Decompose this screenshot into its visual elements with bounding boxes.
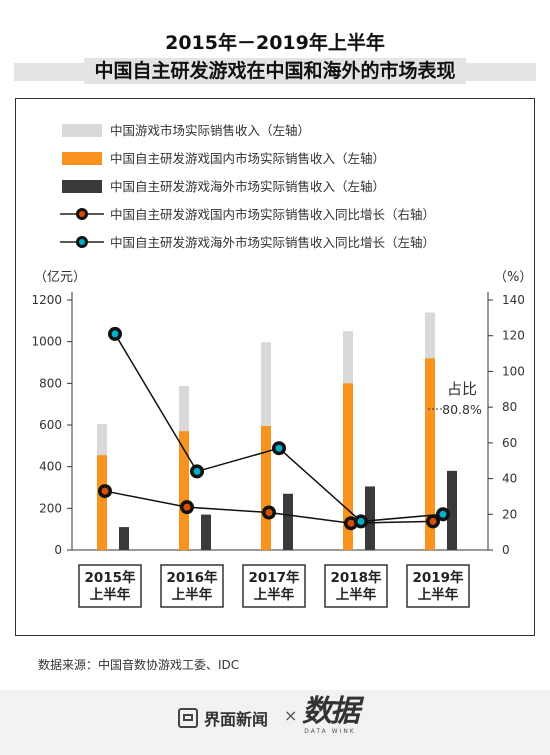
right-tick-label-1: 20 bbox=[502, 507, 517, 521]
bar-domestic-1 bbox=[179, 431, 189, 550]
left-tick-label-2: 400 bbox=[39, 460, 62, 474]
jiemian-logo-icon bbox=[178, 708, 198, 728]
bar-overseas-2 bbox=[283, 493, 293, 550]
legend-label-0: 中国游戏市场实际销售收入（左轴） bbox=[110, 123, 310, 138]
legend-label-2: 中国自主研发游戏海外市场实际销售收入（左轴） bbox=[110, 179, 385, 194]
source-note: 数据来源：中国音数协游戏工委、IDC bbox=[38, 658, 240, 672]
category-box-0 bbox=[78, 564, 142, 608]
left-tick-label-4: 800 bbox=[39, 376, 62, 390]
right-tick-label-7: 140 bbox=[502, 293, 525, 307]
category-box-2 bbox=[242, 564, 306, 608]
chart-title-line1: 2015年－2019年上半年 bbox=[165, 32, 385, 54]
legend-label-4: 中国自主研发游戏海外市场实际销售收入同比增长（左轴） bbox=[110, 235, 435, 250]
datawink-logo: 数据 bbox=[302, 694, 360, 729]
chart-title-line2: 中国自主研发游戏在中国和海外的市场表现 bbox=[84, 58, 466, 84]
legend-swatch-0 bbox=[62, 124, 102, 137]
category-label-2-1: 上半年 bbox=[254, 586, 295, 603]
line-marker-dot-1-1 bbox=[193, 467, 201, 475]
line-marker-dot-1-3 bbox=[357, 517, 365, 525]
chart-frame bbox=[15, 98, 535, 636]
category-label-0-1: 上半年 bbox=[90, 586, 131, 603]
category-box-3 bbox=[324, 564, 388, 608]
line-marker-dot-0-0 bbox=[101, 487, 109, 495]
line-marker-dot-0-2 bbox=[265, 509, 273, 516]
legend: 中国游戏市场实际销售收入（左轴） 中国自主研发游戏国内市场实际销售收入（左轴） 中国… bbox=[60, 123, 435, 250]
bar-overseas-0 bbox=[119, 527, 129, 550]
category-box-1 bbox=[160, 564, 224, 608]
legend-label-3: 中国自主研发游戏国内市场实际销售收入同比增长（右轴） bbox=[110, 207, 435, 222]
bars bbox=[97, 312, 457, 550]
left-tick-label-1: 200 bbox=[39, 501, 62, 515]
category-label-1-0: 2016年 bbox=[166, 569, 218, 586]
title-block: 2015年－2019年上半年 中国自主研发游戏在中国和海外的市场表现 bbox=[0, 30, 550, 84]
right-tick-label-0: 0 bbox=[502, 543, 510, 557]
footer-bar bbox=[0, 690, 550, 755]
line-marker-dot-1-2 bbox=[275, 444, 283, 452]
legend-swatch-2 bbox=[62, 180, 102, 193]
bar-overseas-3 bbox=[365, 486, 375, 550]
line-marker-dot-1-4 bbox=[439, 510, 447, 518]
brand-jiemian-text: 界面新闻 bbox=[204, 710, 269, 729]
right-tick-label-2: 40 bbox=[502, 472, 517, 486]
left-axis-unit: （亿元） bbox=[34, 270, 86, 285]
annotation: 占比 80.8% bbox=[428, 380, 482, 417]
annotation-label: 占比 bbox=[447, 380, 477, 398]
bar-domestic-3 bbox=[343, 383, 353, 550]
category-label-3-0: 2018年 bbox=[330, 569, 382, 586]
left-tick-label-5: 1000 bbox=[31, 335, 62, 349]
right-tick-label-6: 120 bbox=[502, 329, 525, 343]
line-series-1 bbox=[114, 333, 444, 523]
legend-marker-dot-3 bbox=[79, 211, 85, 217]
right-tick-label-4: 80 bbox=[502, 400, 517, 414]
brand-datawink: 数据 DATA WINK bbox=[302, 694, 360, 736]
category-label-3-1: 上半年 bbox=[336, 586, 377, 603]
category-label-0-0: 2015年 bbox=[84, 569, 136, 586]
lines bbox=[98, 326, 450, 531]
category-label-2-0: 2017年 bbox=[248, 569, 300, 586]
bar-domestic-4 bbox=[425, 358, 435, 550]
category-box-4 bbox=[406, 564, 470, 608]
category-label-4-0: 2019年 bbox=[412, 569, 464, 586]
line-marker-dot-1-0 bbox=[111, 330, 119, 338]
left-tick-label-6: 1200 bbox=[31, 293, 62, 307]
line-marker-dot-0-1 bbox=[183, 503, 191, 511]
right-tick-label-5: 100 bbox=[502, 364, 525, 378]
axes: （亿元） （%） 0 200 400 600 800 1000 1200 0 20 40 60 80 100… bbox=[31, 270, 532, 557]
right-axis-unit: （%） bbox=[494, 270, 532, 285]
brand-jiemian: 界面新闻 bbox=[178, 706, 268, 730]
bar-domestic-0 bbox=[97, 455, 107, 550]
line-marker-dot-0-3 bbox=[347, 519, 355, 527]
right-tick-label-3: 60 bbox=[502, 436, 517, 450]
legend-label-1: 中国自主研发游戏国内市场实际销售收入（左轴） bbox=[110, 151, 385, 166]
legend-marker-dot-4 bbox=[79, 239, 85, 245]
left-tick-label-3: 600 bbox=[39, 418, 62, 432]
category-label-4-1: 上半年 bbox=[418, 586, 459, 603]
legend-swatch-1 bbox=[62, 152, 102, 165]
line-marker-dot-0-4 bbox=[429, 517, 437, 525]
datawink-logo-sub: DATA WINK bbox=[304, 728, 356, 735]
bar-overseas-4 bbox=[447, 470, 457, 550]
bar-domestic-2 bbox=[261, 426, 271, 550]
brand-separator: × bbox=[284, 706, 298, 725]
category-label-1-1: 上半年 bbox=[172, 586, 213, 603]
left-tick-label-0: 0 bbox=[54, 543, 62, 557]
annotation-value: 80.8% bbox=[442, 402, 482, 417]
bar-overseas-1 bbox=[201, 514, 211, 550]
